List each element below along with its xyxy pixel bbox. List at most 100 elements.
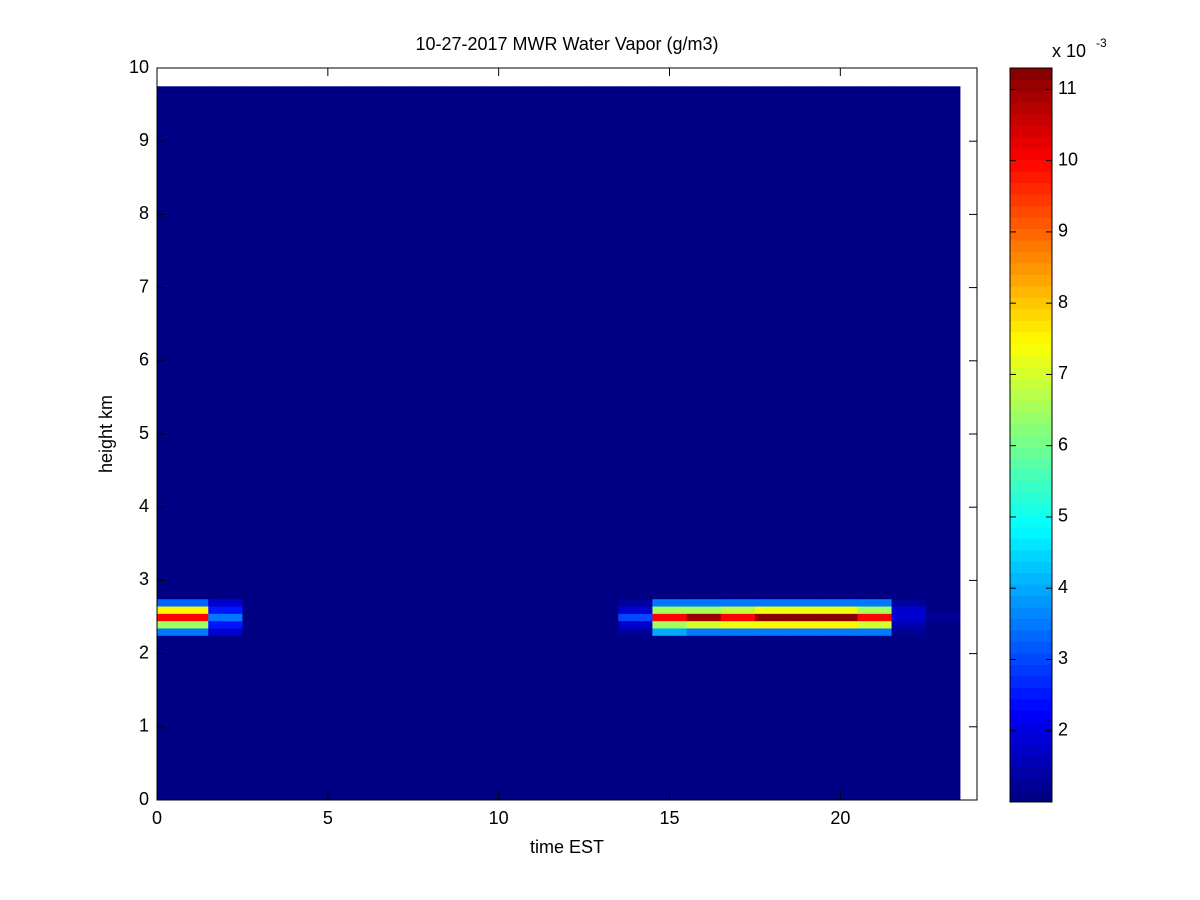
- heatmap-cell: [549, 598, 585, 607]
- colorbar-swatch: [1010, 767, 1052, 780]
- heatmap-cell: [208, 635, 243, 801]
- colorbar-tick-label: 7: [1058, 363, 1068, 383]
- heatmap-cell: [857, 598, 893, 607]
- heatmap-cell: [549, 613, 585, 622]
- colorbar-swatch: [1010, 285, 1052, 298]
- colorbar-swatch: [1010, 171, 1052, 184]
- colorbar-swatch: [1010, 228, 1052, 241]
- heatmap-cell: [447, 635, 483, 801]
- heatmap-cell: [276, 598, 312, 607]
- colorbar-swatch: [1010, 68, 1052, 80]
- heatmap-cell: [157, 620, 209, 629]
- colorbar-swatch: [1010, 733, 1052, 746]
- heatmap-cell: [549, 635, 585, 801]
- heatmap-cell: [789, 86, 824, 600]
- heatmap-cell: [720, 627, 756, 636]
- colorbar-swatch: [1010, 297, 1052, 310]
- colorbar-swatch: [1010, 274, 1052, 287]
- heatmap-cell: [618, 620, 653, 629]
- heatmap-cell: [686, 613, 722, 622]
- y-tick-label: 7: [139, 276, 149, 296]
- colorbar-swatch: [1010, 457, 1052, 470]
- heatmap-cell: [344, 606, 380, 614]
- y-tick-label: 4: [139, 496, 149, 516]
- heatmap-cell: [208, 86, 243, 600]
- heatmap-cell: [242, 620, 278, 629]
- heatmap-cell: [344, 613, 380, 622]
- colorbar-swatch: [1010, 618, 1052, 631]
- heatmap-cell: [857, 627, 893, 636]
- heatmap-cell: [310, 598, 346, 607]
- heatmap-cell: [481, 613, 517, 622]
- heatmap-cell: [481, 606, 517, 614]
- heatmap-cell: [652, 635, 688, 801]
- heatmap-cell: [276, 635, 312, 801]
- colorbar-swatch: [1010, 366, 1052, 379]
- heatmap-cell: [276, 86, 312, 600]
- colorbar-swatch: [1010, 354, 1052, 367]
- heatmap-cell: [686, 620, 722, 629]
- heatmap-cell: [515, 635, 551, 801]
- heatmap-cell: [584, 620, 619, 629]
- heatmap-cell: [515, 627, 551, 636]
- heatmap-cell: [447, 613, 483, 622]
- heatmap-cell: [157, 598, 209, 607]
- heatmap-cell: [754, 606, 790, 614]
- heatmap-cell: [891, 627, 927, 636]
- heatmap-cell: [157, 635, 209, 801]
- heatmap-cell: [754, 613, 790, 622]
- heatmap-cell: [310, 606, 346, 614]
- heatmap-cell: [925, 613, 961, 622]
- colorbar-swatch: [1010, 79, 1052, 92]
- heatmap-cell: [925, 598, 961, 607]
- colorbar-tick-label: 5: [1058, 506, 1068, 526]
- colorbar-multiplier: x 10: [1052, 41, 1086, 61]
- heatmap-cell: [925, 606, 961, 614]
- heatmap-cell: [344, 627, 380, 636]
- heatmap-cell: [618, 606, 653, 614]
- y-tick-label: 0: [139, 789, 149, 809]
- colorbar-tick-label: 2: [1058, 719, 1068, 739]
- colorbar-swatch: [1010, 584, 1052, 597]
- colorbar-swatch: [1010, 377, 1052, 390]
- heatmap-cell: [857, 606, 893, 614]
- colorbar-swatch: [1010, 549, 1052, 562]
- heatmap-cell: [276, 620, 312, 629]
- heatmap-cell: [481, 620, 517, 629]
- heatmap-cell: [276, 613, 312, 622]
- heatmap-cell: [157, 627, 209, 636]
- heatmap-cell: [413, 613, 448, 622]
- heatmap-cell: [549, 606, 585, 614]
- y-tick-label: 5: [139, 423, 149, 443]
- heatmap-cell: [618, 635, 653, 801]
- colorbar-swatch: [1010, 308, 1052, 321]
- colorbar-swatch: [1010, 641, 1052, 654]
- heatmap-cell: [823, 635, 858, 801]
- colorbar-swatch: [1010, 538, 1052, 551]
- heatmap-cell: [276, 627, 312, 636]
- heatmap-cell: [481, 86, 517, 600]
- heatmap-cell: [344, 635, 380, 801]
- colorbar-swatch: [1010, 675, 1052, 688]
- y-tick-label: 10: [129, 57, 149, 77]
- heatmap-cell: [242, 627, 278, 636]
- y-tick-label: 9: [139, 130, 149, 150]
- heatmap-cell: [925, 620, 961, 629]
- heatmap-cell: [823, 598, 858, 607]
- heatmap-cell: [447, 620, 483, 629]
- heatmap-cell: [618, 86, 653, 600]
- heatmap-cell: [754, 86, 790, 600]
- heatmap-cell: [310, 613, 346, 622]
- heatmap-cell: [754, 635, 790, 801]
- heatmap-cell: [413, 606, 448, 614]
- heatmap-cell: [481, 627, 517, 636]
- heatmap-cell: [549, 620, 585, 629]
- colorbar-tick-label: 8: [1058, 292, 1068, 312]
- heatmap-cell: [754, 620, 790, 629]
- heatmap-cell: [344, 86, 380, 600]
- y-axis-label: height km: [96, 395, 116, 473]
- heatmap-cell: [686, 627, 722, 636]
- heatmap-cell: [549, 627, 585, 636]
- heatmap-cell: [157, 86, 209, 600]
